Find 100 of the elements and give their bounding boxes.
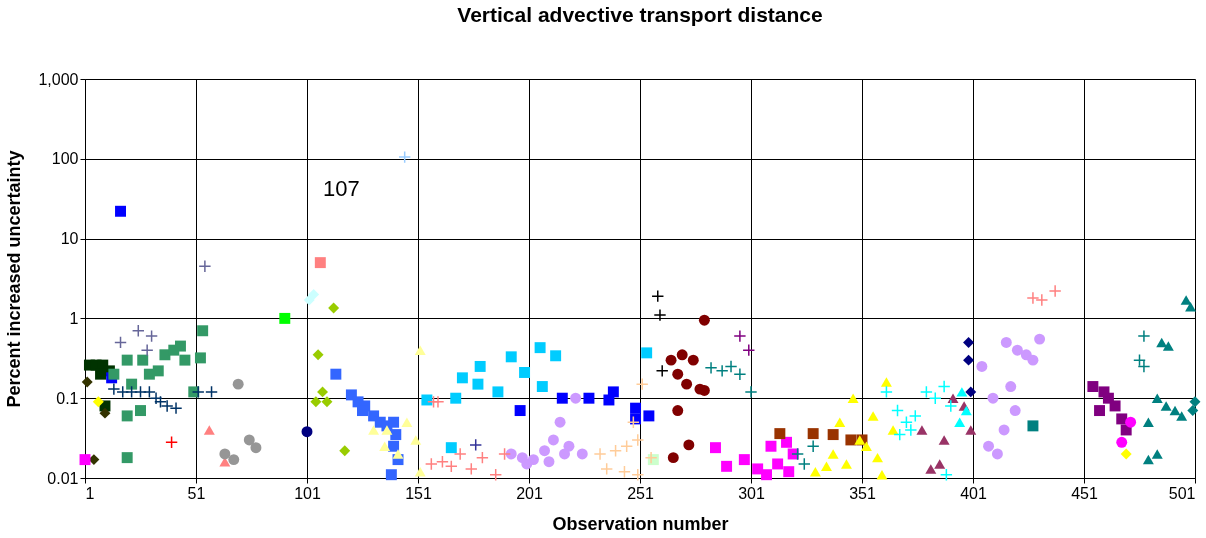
y-tick-label: 10 (60, 230, 79, 248)
point (114, 335, 127, 349)
point (809, 466, 821, 477)
point (191, 385, 205, 399)
point (519, 367, 531, 378)
point (505, 351, 517, 363)
point (174, 340, 186, 352)
point (806, 439, 820, 453)
point (681, 378, 693, 390)
point (464, 462, 478, 476)
point (1180, 295, 1192, 305)
point (534, 342, 546, 354)
point (388, 440, 400, 452)
point (715, 364, 729, 378)
x-tick-label: 351 (849, 484, 876, 502)
point (232, 378, 244, 390)
point (570, 392, 582, 404)
point (194, 352, 206, 364)
point (121, 410, 133, 422)
point (314, 257, 326, 269)
x-tick-label: 501 (1168, 484, 1196, 502)
point (126, 378, 138, 390)
point (721, 460, 733, 472)
point (107, 382, 121, 396)
point (742, 343, 756, 357)
point (131, 324, 145, 338)
point (761, 469, 773, 481)
y-axis-title: Percent increased uncertainty (4, 150, 25, 408)
point (620, 439, 634, 453)
point (1137, 329, 1151, 343)
point (724, 359, 738, 373)
point (385, 469, 397, 481)
point (310, 396, 322, 408)
point (492, 386, 504, 398)
point (641, 347, 653, 359)
point (388, 416, 400, 428)
point (991, 448, 1003, 460)
point (321, 396, 333, 408)
point (840, 459, 852, 469)
point (1109, 400, 1121, 412)
point (1151, 449, 1163, 459)
point (1142, 454, 1154, 465)
point (626, 415, 640, 429)
point (738, 454, 750, 466)
point (944, 399, 958, 413)
point (414, 466, 426, 477)
point (301, 426, 313, 438)
point (704, 361, 718, 375)
point (774, 428, 786, 440)
point (1048, 284, 1062, 298)
point (169, 401, 183, 415)
point (1011, 344, 1023, 356)
point (536, 381, 548, 393)
point (976, 360, 988, 372)
y-tick-label: 1 (69, 309, 79, 327)
point (965, 425, 977, 435)
point (1187, 405, 1199, 417)
point (303, 294, 315, 306)
point (593, 447, 607, 461)
point (963, 336, 975, 348)
point (398, 150, 412, 164)
point (450, 392, 462, 404)
point (381, 425, 393, 435)
point (797, 457, 811, 471)
point (651, 289, 665, 303)
x-tick-label: 201 (516, 484, 543, 502)
point (576, 448, 588, 460)
x-axis-title: Observation number (552, 513, 729, 534)
point (1151, 393, 1163, 403)
point (908, 409, 922, 423)
point (1176, 411, 1188, 421)
point (81, 376, 93, 388)
point (1087, 381, 1099, 393)
x-tick-label: 151 (405, 484, 432, 502)
point (498, 447, 512, 461)
point (445, 442, 457, 454)
point (860, 441, 872, 451)
point (880, 377, 892, 387)
point (165, 435, 179, 449)
point (744, 385, 758, 399)
point (1116, 436, 1128, 448)
point (521, 458, 533, 470)
point (203, 425, 215, 435)
annotation: 107 (323, 176, 360, 201)
point (410, 435, 422, 445)
point (1000, 336, 1012, 348)
point (328, 302, 340, 314)
point (401, 417, 413, 427)
point (607, 386, 619, 398)
point (783, 466, 795, 478)
point (687, 354, 699, 366)
point (960, 405, 972, 416)
point (205, 385, 218, 399)
point (279, 312, 291, 324)
point (414, 345, 426, 355)
point (472, 378, 484, 390)
point (554, 416, 566, 428)
point (1160, 401, 1172, 411)
point (1116, 413, 1128, 425)
point (609, 444, 623, 458)
